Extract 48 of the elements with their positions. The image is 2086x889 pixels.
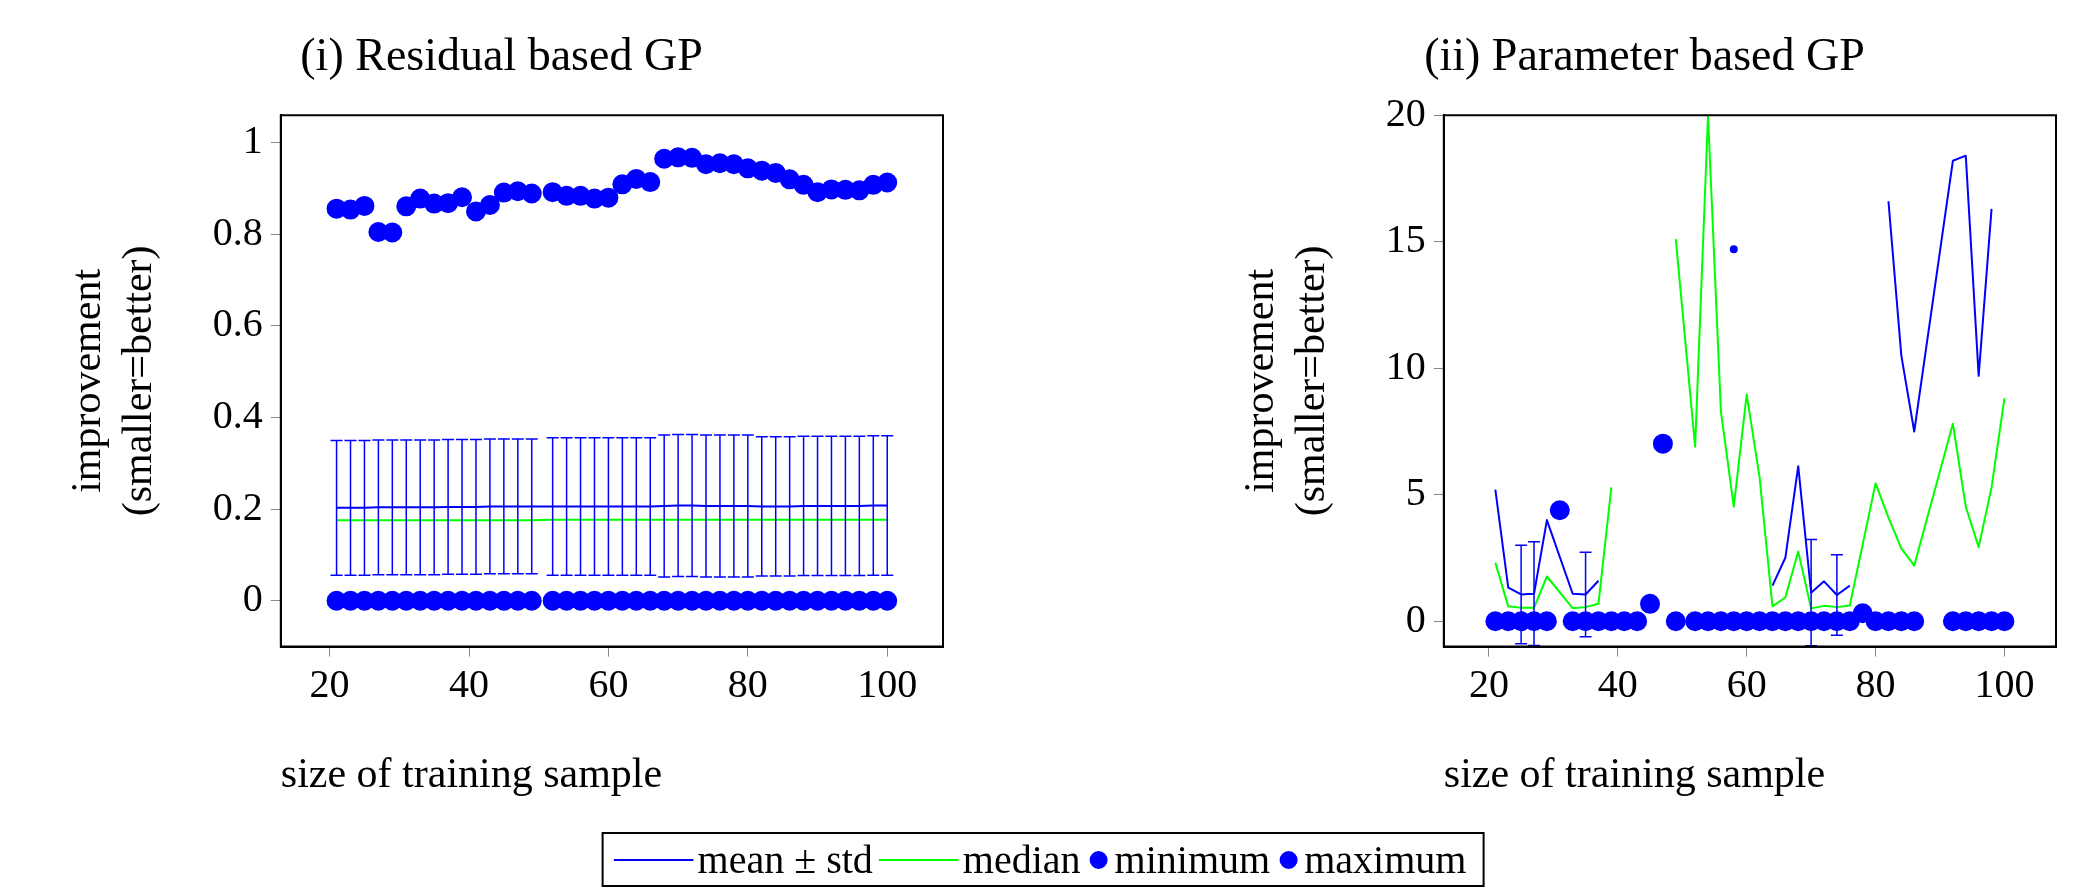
point [877, 172, 898, 193]
y-tick-label: 0 [1405, 595, 1426, 641]
point [1549, 500, 1570, 521]
x-tick-label: 60 [588, 661, 629, 707]
x-tick-label: 80 [1855, 661, 1896, 707]
x-axis-title: size of training sample [1443, 749, 1826, 796]
x-tick-label: 20 [309, 661, 350, 707]
point [1729, 245, 1738, 254]
point [1640, 593, 1661, 614]
x-tick-label: 20 [1468, 661, 1509, 707]
chart-title: (i) Residual based GP [300, 28, 703, 80]
y-tick-label: 15 [1385, 216, 1426, 262]
point [1665, 611, 1686, 632]
y-tick-label: 5 [1405, 469, 1426, 515]
y-tick-label: 0.8 [212, 208, 263, 254]
y-tick-label: 0.6 [212, 300, 263, 346]
legend-label: minimum [1114, 836, 1271, 883]
point [479, 194, 500, 215]
y-tick-label: 0.4 [212, 392, 263, 438]
x-tick-label: 100 [1974, 661, 2035, 707]
legend-label: maximum [1304, 836, 1467, 883]
point [521, 590, 542, 611]
y-tick-label: 1 [242, 117, 263, 163]
point [382, 222, 403, 243]
x-tick-label: 40 [449, 661, 489, 707]
point [598, 187, 619, 208]
legend-label: mean ± std [697, 836, 873, 883]
point [1904, 611, 1925, 632]
x-tick-label: 60 [1726, 661, 1767, 707]
chart-title: (ii) Parameter based GP [1424, 28, 1865, 80]
point [877, 590, 898, 611]
point [452, 187, 473, 208]
y-tick-label: 10 [1385, 342, 1426, 388]
point [640, 172, 661, 193]
x-tick-label: 40 [1597, 661, 1638, 707]
point [521, 183, 542, 204]
point [1652, 433, 1673, 454]
x-axis-title: size of training sample [280, 749, 663, 796]
legend-label: median [962, 836, 1081, 883]
point [1627, 611, 1648, 632]
x-tick-label: 100 [857, 661, 918, 707]
y-axis-title: improvement (smaller=better) [63, 245, 161, 517]
y-axis-title: improvement (smaller=better) [1236, 245, 1334, 517]
y-tick-label: 0 [242, 575, 263, 621]
y-tick-label: 0.2 [212, 483, 263, 529]
point [354, 195, 375, 216]
y-tick-label: 20 [1385, 89, 1426, 135]
x-tick-label: 80 [727, 661, 768, 707]
